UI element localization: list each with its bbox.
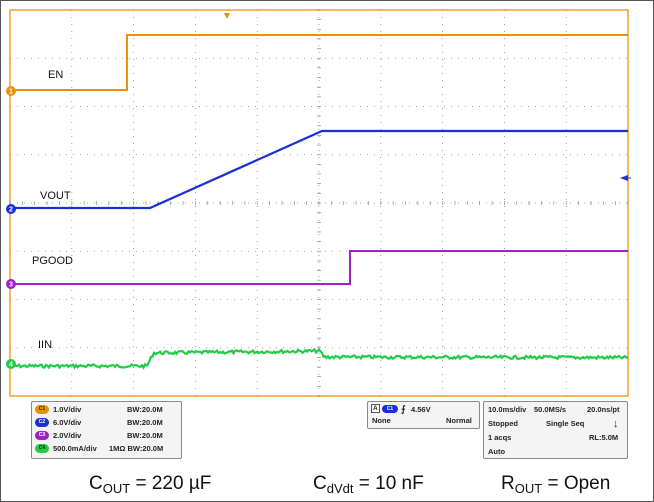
acq-count: 1 acqs bbox=[488, 433, 512, 442]
channel-scale-c2: 6.0V/div bbox=[53, 418, 82, 427]
waveform-iin bbox=[9, 347, 629, 370]
trigger-channel-badge[interactable]: C1 bbox=[382, 405, 398, 413]
channel-marker-3[interactable]: 3 bbox=[6, 279, 16, 289]
trigger-source-label: A bbox=[371, 404, 380, 413]
channel-badge-c1[interactable]: C1 bbox=[35, 405, 49, 414]
channel-marker-2[interactable]: 2 bbox=[6, 204, 16, 214]
channel-bw-c3: BW:20.0M bbox=[127, 431, 163, 440]
trigger-panel[interactable]: A C1 ⨍ 4.56V None Normal bbox=[367, 401, 480, 429]
channel-row-c4[interactable]: C4 500.0mA/div 1MΩ BW:20.0M bbox=[35, 443, 180, 455]
acquisition-panel[interactable]: 10.0ms/div 50.0MS/s 20.0ns/pt Stopped Si… bbox=[483, 401, 628, 459]
channel-row-c2[interactable]: C2 6.0V/div BW:20.0M bbox=[35, 417, 180, 429]
label-en: EN bbox=[48, 69, 63, 81]
trigger-slope-icon: ⨍ bbox=[401, 404, 406, 414]
waveform-vout bbox=[10, 129, 628, 210]
caption-rout-sub: OUT bbox=[514, 481, 543, 496]
waveform-pgood bbox=[10, 250, 628, 285]
svg-text:3: 3 bbox=[9, 282, 13, 289]
trigger-coupling: None bbox=[372, 416, 391, 425]
channel-settings-panel: C1 1.0V/div BW:20.0M C2 6.0V/div BW:20.0… bbox=[31, 401, 182, 459]
caption-cout-value: = 220 µF bbox=[130, 473, 212, 494]
svg-text:2: 2 bbox=[9, 207, 13, 214]
channel-bw-c2: BW:20.0M bbox=[127, 418, 163, 427]
channel-bw-c1: BW:20.0M bbox=[127, 405, 163, 414]
arrow-down-icon: ↓ bbox=[613, 418, 619, 430]
resolution: 20.0ns/pt bbox=[587, 405, 620, 414]
channel-row-c1[interactable]: C1 1.0V/div BW:20.0M bbox=[35, 404, 180, 416]
caption-rout-value: = Open bbox=[542, 473, 611, 494]
caption-cout-sub: OUT bbox=[102, 481, 131, 496]
channel-badge-c2[interactable]: C2 bbox=[35, 418, 49, 427]
label-iin: IIN bbox=[38, 339, 52, 351]
channel-scale-c1: 1.0V/div bbox=[53, 405, 82, 414]
channel-marker-4[interactable]: 4 bbox=[6, 359, 16, 369]
acq-sequence: Single Seq bbox=[546, 419, 585, 428]
svg-text:1: 1 bbox=[9, 89, 13, 96]
timebase: 10.0ms/div bbox=[488, 405, 527, 414]
caption-cdvdt-prefix: C bbox=[313, 473, 327, 494]
waveform-en bbox=[10, 34, 628, 91]
caption-rout: ROUT = Open bbox=[501, 473, 610, 496]
caption-cdvdt-sub: dVdt bbox=[326, 481, 354, 496]
record-length: RL:5.0M bbox=[589, 433, 619, 442]
channel-badge-c3[interactable]: C3 bbox=[35, 431, 49, 440]
sample-rate: 50.0MS/s bbox=[534, 405, 567, 414]
caption-cdvdt-value: = 10 nF bbox=[353, 473, 424, 494]
channel-row-c3[interactable]: C3 2.0V/div BW:20.0M bbox=[35, 430, 180, 442]
channel-scale-c4: 500.0mA/div bbox=[53, 444, 97, 453]
label-vout: VOUT bbox=[40, 190, 71, 202]
trigger-position-marker[interactable] bbox=[224, 13, 230, 19]
caption-rout-prefix: R bbox=[501, 473, 515, 494]
acq-state: Stopped bbox=[488, 419, 518, 428]
channel-bw-c4: 1MΩ BW:20.0M bbox=[109, 444, 164, 453]
caption-cout: COUT = 220 µF bbox=[89, 473, 211, 496]
trigger-level: 4.56V bbox=[411, 405, 431, 414]
channel-marker-1[interactable]: 1 bbox=[6, 86, 16, 96]
graticule bbox=[9, 9, 629, 397]
svg-text:4: 4 bbox=[9, 362, 13, 369]
caption-cout-prefix: C bbox=[89, 473, 103, 494]
label-pgood: PGOOD bbox=[32, 255, 73, 267]
trigger-mode-auto: Auto bbox=[488, 447, 506, 456]
channel-scale-c3: 2.0V/div bbox=[53, 431, 82, 440]
channel-badge-c4[interactable]: C4 bbox=[35, 444, 49, 453]
trigger-mode: Normal bbox=[446, 416, 472, 425]
caption-cdvdt: CdVdt = 10 nF bbox=[313, 473, 424, 496]
